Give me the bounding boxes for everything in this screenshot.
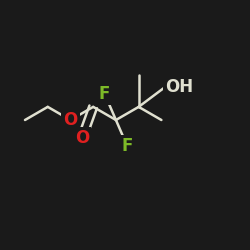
Text: OH: OH	[165, 78, 193, 96]
Text: F: F	[99, 85, 110, 103]
Text: O: O	[75, 130, 89, 147]
Text: F: F	[122, 137, 133, 155]
Text: O: O	[63, 111, 78, 129]
